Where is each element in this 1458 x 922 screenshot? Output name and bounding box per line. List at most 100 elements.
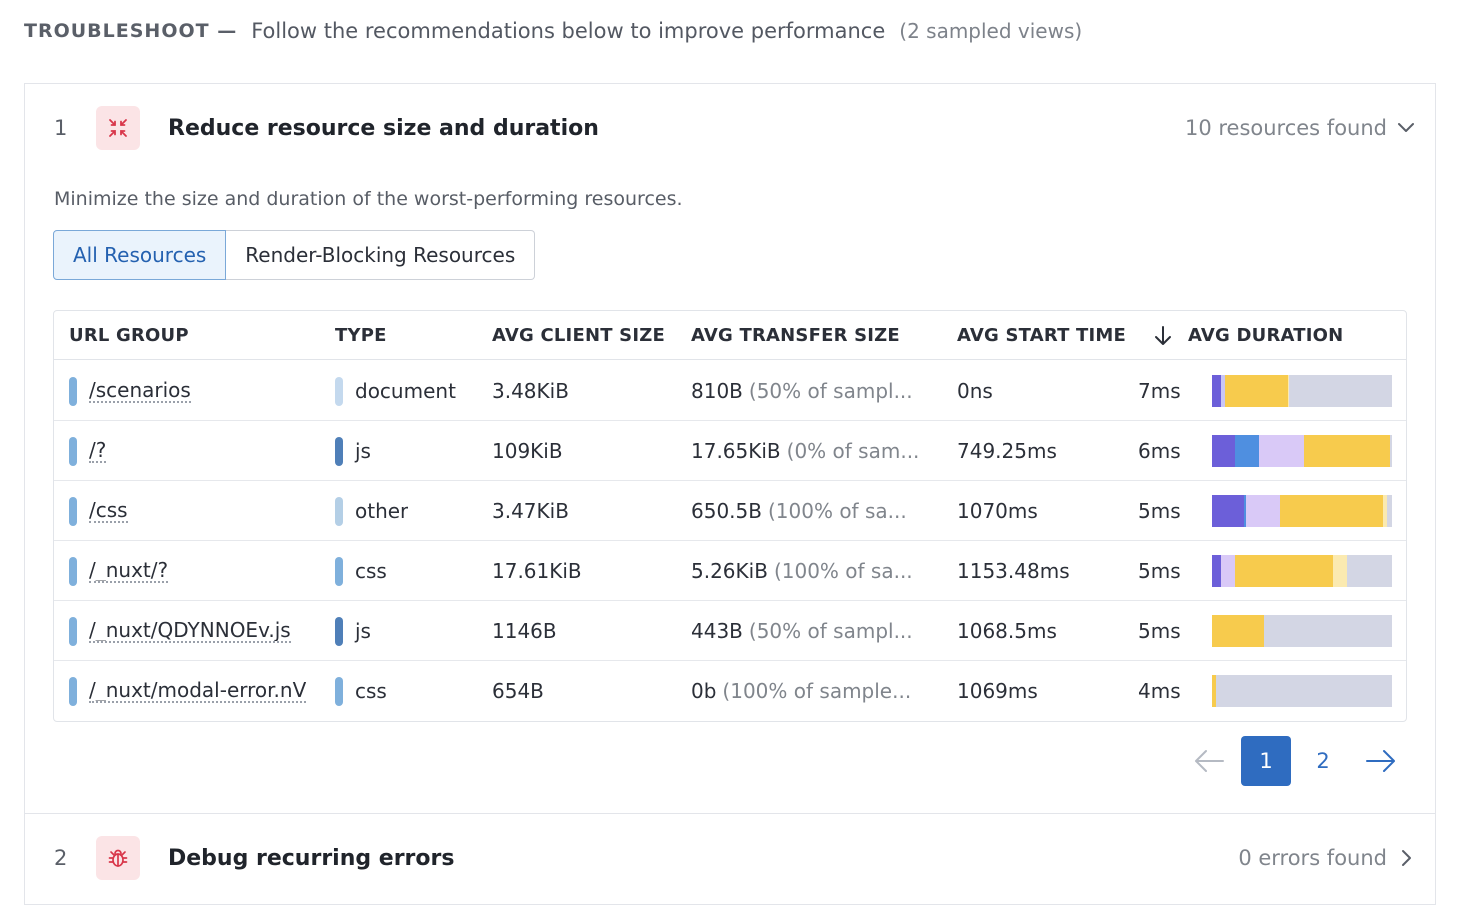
chevron-down-icon[interactable]	[1395, 117, 1417, 139]
transfer-size-note: (50% of sampl...	[748, 619, 913, 643]
transfer-size-value: 17.65KiB	[691, 439, 781, 463]
troubleshoot-header: TROUBLESHOOT — Follow the recommendation…	[24, 16, 1082, 46]
duration-segment	[1382, 495, 1387, 527]
duration-segment	[1212, 435, 1236, 467]
url-group-link[interactable]: /css	[89, 499, 128, 523]
resources-found-count: 10 resources found	[1184, 116, 1387, 140]
table-row[interactable]: /_nuxt/modal-error.nV css 654B 0b (100% of s…	[54, 661, 1406, 721]
page-button-2[interactable]: 2	[1316, 749, 1330, 773]
recommendation-number: 2	[54, 846, 68, 870]
url-color-indicator	[69, 436, 77, 466]
avg-transfer-size-cell: 0b (100% of sample...	[691, 661, 937, 721]
tab-all-resources[interactable]: All Resources	[53, 230, 227, 280]
recommendation-title: Reduce resource size and duration	[168, 115, 599, 141]
duration-segment	[1235, 555, 1333, 587]
url-group-cell: /?	[69, 421, 324, 481]
url-group-cell: /_nuxt/?	[69, 541, 324, 601]
transfer-size-note: (0% of sam...	[786, 439, 920, 463]
arrow-left-icon[interactable]	[1189, 736, 1229, 786]
arrow-right-icon[interactable]	[1361, 736, 1401, 786]
column-header-avg-transfer-size[interactable]: AVG TRANSFER SIZE	[691, 325, 900, 346]
type-color-indicator	[335, 676, 343, 706]
duration-breakdown-bar[interactable]	[1212, 495, 1392, 527]
type-color-indicator	[335, 376, 343, 406]
duration-segment	[1287, 375, 1290, 407]
url-group-link[interactable]: /?	[89, 439, 107, 463]
avg-start-time-cell: 1153.48ms	[957, 559, 1070, 583]
type-cell: document	[335, 361, 456, 421]
table-header: URL GROUP TYPE AVG CLIENT SIZE AVG TRANS…	[54, 311, 1406, 360]
url-group-link[interactable]: /_nuxt/?	[89, 559, 169, 583]
avg-start-time-cell: 749.25ms	[957, 439, 1057, 463]
duration-breakdown-bar[interactable]	[1212, 435, 1392, 467]
duration-breakdown-bar[interactable]	[1212, 555, 1392, 587]
duration-breakdown-bar[interactable]	[1212, 375, 1392, 407]
url-group-link[interactable]: /scenarios	[89, 379, 191, 403]
duration-segment	[1390, 435, 1392, 467]
avg-duration-cell: 5ms	[1138, 559, 1181, 583]
column-header-avg-start-time[interactable]: AVG START TIME	[957, 325, 1127, 346]
type-color-indicator	[335, 556, 343, 586]
duration-segment	[1246, 495, 1281, 527]
duration-segment	[1280, 495, 1383, 527]
avg-transfer-size-cell: 443B (50% of sampl...	[691, 601, 937, 661]
recommendations-panel: 1 Reduce resource size and duration 10 r…	[24, 83, 1436, 905]
url-group-link[interactable]: /_nuxt/modal-error.nV	[89, 679, 307, 703]
avg-start-time-cell: 0ns	[957, 379, 993, 403]
column-header-type[interactable]: TYPE	[335, 325, 387, 346]
transfer-size-note: (100% of sample...	[722, 679, 912, 703]
type-label: document	[355, 379, 456, 403]
url-color-indicator	[69, 496, 77, 526]
column-header-avg-duration[interactable]: AVG DURATION	[1188, 325, 1344, 346]
table-row[interactable]: /_nuxt/QDYNNOEv.js js 1146B 443B (50% of sam…	[54, 601, 1406, 661]
page-button-1[interactable]: 1	[1241, 736, 1291, 786]
table-row[interactable]: /_nuxt/? css 17.61KiB 5.26KiB (100% of sa...…	[54, 541, 1406, 601]
url-color-indicator	[69, 616, 77, 646]
table-row[interactable]: /css other 3.47KiB 650.5B (100% of sa... 1070…	[54, 481, 1406, 541]
section-divider	[25, 813, 1435, 814]
duration-segment	[1258, 435, 1304, 467]
tab-render-blocking-resources[interactable]: Render-Blocking Resources	[226, 230, 536, 280]
sort-descending-icon[interactable]	[1152, 324, 1174, 348]
table-row[interactable]: /? js 109KiB 17.65KiB (0% of sam... 749.25ms 6…	[54, 421, 1406, 481]
column-header-avg-client-size[interactable]: AVG CLIENT SIZE	[492, 325, 665, 346]
avg-client-size-cell: 654B	[492, 679, 544, 703]
duration-segment	[1215, 675, 1392, 707]
transfer-size-value: 650.5B	[691, 499, 762, 523]
transfer-size-value: 5.26KiB	[691, 559, 768, 583]
url-group-link[interactable]: /_nuxt/QDYNNOEv.js	[89, 619, 291, 643]
avg-start-time-cell: 1069ms	[957, 679, 1038, 703]
transfer-size-note: (50% of sampl...	[748, 379, 913, 403]
duration-segment	[1212, 375, 1221, 407]
table-row[interactable]: /scenarios document 3.48KiB 810B (50% of sam…	[54, 361, 1406, 421]
duration-breakdown-bar[interactable]	[1212, 615, 1392, 647]
header-description: Follow the recommendations below to impr…	[251, 19, 886, 43]
column-header-url-group[interactable]: URL GROUP	[69, 325, 189, 346]
type-cell: js	[335, 601, 371, 661]
type-cell: css	[335, 661, 387, 721]
section-title: TROUBLESHOOT —	[24, 20, 238, 42]
duration-segment	[1212, 495, 1245, 527]
sampled-views-count: (2 sampled views)	[899, 19, 1083, 43]
avg-client-size-cell: 109KiB	[492, 439, 563, 463]
recommendation-description: Minimize the size and duration of the wo…	[54, 188, 683, 210]
duration-segment	[1244, 495, 1247, 527]
avg-duration-cell: 6ms	[1138, 439, 1181, 463]
duration-breakdown-bar[interactable]	[1212, 675, 1392, 707]
duration-segment	[1386, 495, 1392, 527]
avg-duration-cell: 7ms	[1138, 379, 1181, 403]
avg-client-size-cell: 17.61KiB	[492, 559, 582, 583]
type-color-indicator	[335, 616, 343, 646]
duration-segment	[1221, 375, 1225, 407]
avg-duration-cell: 5ms	[1138, 499, 1181, 523]
duration-segment	[1212, 675, 1216, 707]
avg-transfer-size-cell: 5.26KiB (100% of sa...	[691, 541, 937, 601]
type-label: css	[355, 679, 387, 703]
recommendation-header-errors[interactable]: 2 Debug recurring errors 0 errors found	[25, 814, 1435, 902]
type-label: js	[355, 439, 371, 463]
recommendation-header-resources[interactable]: 1 Reduce resource size and duration 10 r…	[25, 84, 1435, 172]
avg-client-size-cell: 1146B	[492, 619, 557, 643]
chevron-right-icon[interactable]	[1395, 847, 1417, 869]
transfer-size-value: 443B	[691, 619, 743, 643]
duration-segment	[1332, 555, 1347, 587]
